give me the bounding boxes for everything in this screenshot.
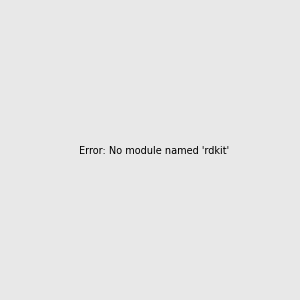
Text: Error: No module named 'rdkit': Error: No module named 'rdkit' [79,146,229,157]
